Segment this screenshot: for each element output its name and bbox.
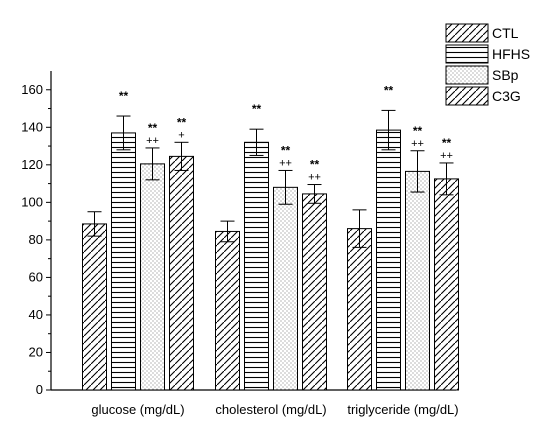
significance-annotation-top: ** bbox=[177, 115, 187, 129]
significance-annotation-bottom: ++ bbox=[411, 138, 424, 150]
bar bbox=[347, 228, 372, 391]
legend-label: CTL bbox=[492, 25, 519, 41]
legend-label: C3G bbox=[492, 88, 521, 104]
significance-annotation-bottom: ++ bbox=[279, 157, 292, 169]
bar bbox=[215, 230, 240, 391]
significance-annotation-top: ** bbox=[148, 121, 158, 135]
significance-annotation-top: ** bbox=[252, 102, 262, 116]
y-tick-label: 120 bbox=[21, 157, 43, 172]
significance-annotation-top: ** bbox=[119, 89, 129, 103]
legend-label: SBp bbox=[492, 67, 519, 83]
significance-annotation-top: ** bbox=[384, 83, 394, 97]
y-tick-label: 20 bbox=[29, 344, 43, 359]
bar bbox=[376, 129, 401, 391]
x-category-label: cholesterol (mg/dL) bbox=[215, 402, 326, 417]
y-tick-label: 160 bbox=[21, 82, 43, 97]
bar bbox=[434, 178, 459, 391]
y-tick-label: 100 bbox=[21, 194, 43, 209]
significance-annotation-bottom: ++ bbox=[440, 150, 453, 162]
significance-annotation-top: ** bbox=[281, 143, 291, 157]
bar bbox=[169, 155, 194, 391]
x-category-label: triglyceride (mg/dL) bbox=[347, 402, 458, 417]
y-tick-label: 0 bbox=[36, 382, 43, 397]
significance-annotation-top: ** bbox=[442, 136, 452, 150]
y-tick-label: 140 bbox=[21, 119, 43, 134]
legend-label: HFHS bbox=[492, 46, 530, 62]
bar bbox=[405, 170, 430, 391]
bar bbox=[273, 186, 298, 391]
significance-annotation-bottom: ++ bbox=[308, 172, 321, 184]
legend-swatch bbox=[445, 65, 489, 85]
bar bbox=[302, 193, 327, 391]
significance-annotation-bottom: ++ bbox=[146, 135, 159, 147]
bar bbox=[140, 163, 165, 391]
y-tick-label: 40 bbox=[29, 307, 43, 322]
bar bbox=[244, 141, 269, 391]
significance-annotation-bottom: + bbox=[178, 129, 184, 141]
bar bbox=[82, 223, 107, 391]
y-tick-label: 80 bbox=[29, 232, 43, 247]
legend-swatch bbox=[445, 86, 489, 106]
x-category-label: glucose (mg/dL) bbox=[91, 402, 184, 417]
legend-swatch bbox=[445, 44, 489, 64]
significance-annotation-top: ** bbox=[310, 158, 320, 172]
bar bbox=[111, 132, 136, 391]
legend-swatch bbox=[445, 23, 489, 43]
significance-annotation-top: ** bbox=[413, 124, 423, 138]
y-tick-label: 60 bbox=[29, 269, 43, 284]
